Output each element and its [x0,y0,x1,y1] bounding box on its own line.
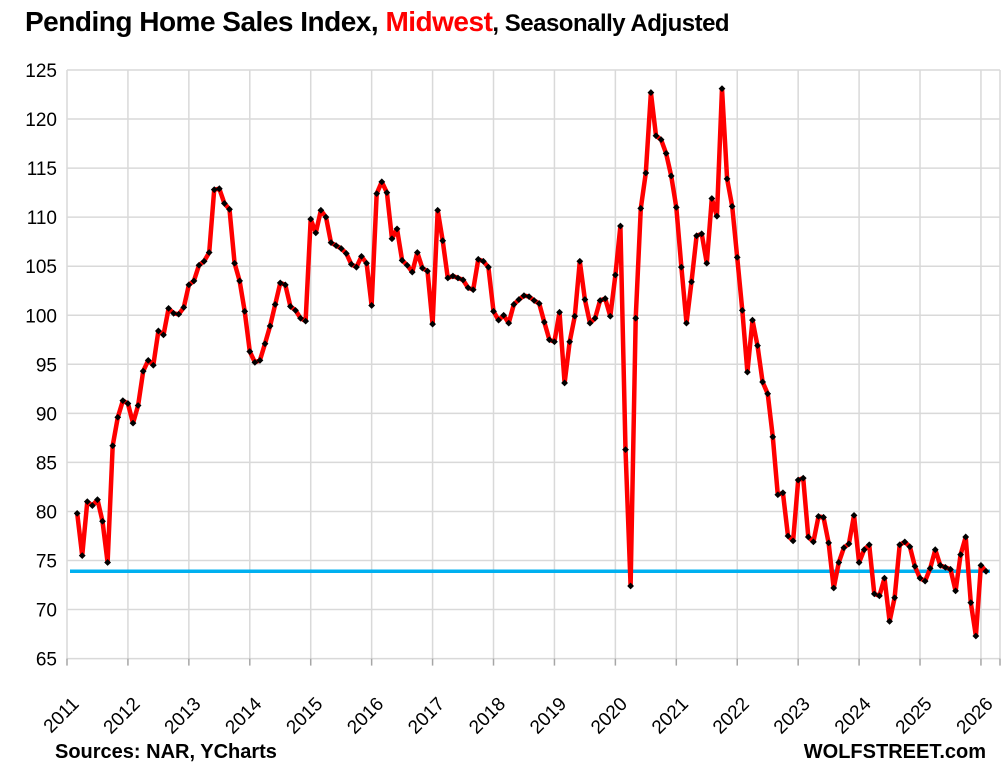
x-axis-tick-label: 2014 [222,693,267,738]
y-axis-tick-label: 95 [36,355,57,376]
y-axis-tick-label: 80 [36,502,57,523]
x-axis-tick-label: 2016 [343,694,388,739]
y-axis-tick-label: 90 [36,404,57,425]
page-title: Pending Home Sales Index, Midwest, Seaso… [25,6,730,38]
data-series-line [74,86,989,639]
x-axis-tick-label: 2017 [404,694,449,739]
x-axis-tick-label: 2021 [648,694,693,739]
y-axis-tick-label: 125 [25,61,57,82]
x-axis-tick-label: 2012 [100,694,145,739]
x-axis-tick-label: 2020 [587,694,632,739]
y-axis-tick-label: 70 [36,601,57,622]
sources-note: Sources: NAR, YCharts [55,741,277,763]
x-axis-tick-label: 2019 [526,694,571,739]
x-axis-tick-label: 2013 [161,694,206,739]
y-axis-tick-label: 115 [27,159,57,180]
y-axis-tick-label: 105 [25,257,57,278]
data-point-markers [73,85,990,640]
y-axis-tick-label: 65 [36,650,57,671]
y-axis-tick-label: 100 [25,306,57,327]
x-axis-tick-label: 2025 [892,694,937,739]
title-main: Pending Home Sales Index, [25,6,386,37]
title-region-highlight: Midwest [385,6,493,37]
site-branding: WOLFSTREET.com [803,741,986,763]
x-axis-tick-label: 2024 [831,693,876,738]
x-axis-tick-label: 2015 [283,694,328,739]
x-axis-tick-label: 2018 [465,694,510,739]
title-suffix: , Seasonally Adjusted [492,10,730,37]
x-axis-tick-label: 2022 [709,694,754,739]
y-axis-tick-label: 110 [27,208,57,229]
x-axis-tick-label: 2011 [40,694,84,738]
y-axis-tick-label: 75 [36,552,57,573]
y-axis-tick-label: 85 [36,453,57,474]
x-axis-tick-label: 2023 [770,694,815,739]
y-axis-tick-label: 120 [25,110,57,131]
x-axis-tick-label: 2026 [953,694,998,739]
